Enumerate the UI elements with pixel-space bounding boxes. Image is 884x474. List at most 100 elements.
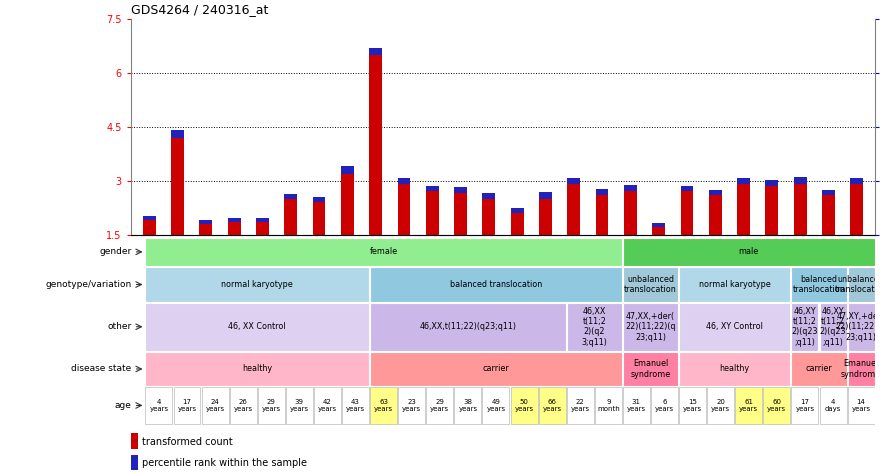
Bar bbox=[679, 303, 790, 351]
Bar bbox=[398, 387, 425, 424]
Bar bbox=[709, 195, 721, 235]
Text: 47,XX,+der(
22)(11;22)(q
23;q11): 47,XX,+der( 22)(11;22)(q 23;q11) bbox=[625, 312, 675, 342]
Bar bbox=[848, 352, 874, 386]
Bar bbox=[313, 197, 325, 202]
Bar bbox=[624, 191, 636, 235]
Bar bbox=[314, 387, 341, 424]
Bar bbox=[426, 186, 438, 191]
Bar bbox=[652, 228, 665, 235]
Bar bbox=[483, 199, 495, 235]
Text: 29
years: 29 years bbox=[431, 399, 449, 412]
Bar bbox=[511, 208, 523, 213]
Text: 46, XX Control: 46, XX Control bbox=[228, 322, 286, 331]
Text: 63
years: 63 years bbox=[374, 399, 393, 412]
Text: 17
years: 17 years bbox=[796, 399, 814, 412]
Text: Emanuel
syndrome: Emanuel syndrome bbox=[630, 359, 671, 379]
Text: balanced
translocation: balanced translocation bbox=[793, 275, 845, 294]
Text: 47,XY,+der(
22)(11;22)(q
23;q11): 47,XY,+der( 22)(11;22)(q 23;q11) bbox=[836, 312, 884, 342]
Bar bbox=[623, 352, 678, 386]
Text: 15
years: 15 years bbox=[683, 399, 702, 412]
Text: 17
years: 17 years bbox=[178, 399, 196, 412]
Bar bbox=[200, 219, 212, 224]
Bar bbox=[567, 387, 594, 424]
Bar bbox=[511, 387, 537, 424]
Bar bbox=[146, 352, 369, 386]
Text: 14
years: 14 years bbox=[851, 399, 871, 412]
Bar bbox=[483, 387, 509, 424]
Bar bbox=[794, 184, 806, 235]
Text: 42
years: 42 years bbox=[318, 399, 337, 412]
Bar bbox=[791, 303, 819, 351]
Bar bbox=[370, 387, 397, 424]
Bar bbox=[454, 187, 467, 193]
Text: 23
years: 23 years bbox=[402, 399, 422, 412]
Bar bbox=[679, 352, 790, 386]
Text: genotype/variation: genotype/variation bbox=[45, 280, 132, 289]
Text: 43
years: 43 years bbox=[346, 399, 365, 412]
Text: 46, XY Control: 46, XY Control bbox=[706, 322, 763, 331]
Bar bbox=[483, 193, 495, 199]
Text: 22
years: 22 years bbox=[571, 399, 590, 412]
Bar bbox=[228, 222, 240, 235]
Bar bbox=[143, 216, 156, 220]
Text: 50
years: 50 years bbox=[514, 399, 534, 412]
Text: healthy: healthy bbox=[720, 365, 750, 374]
Bar bbox=[679, 387, 706, 424]
Bar bbox=[623, 387, 650, 424]
Bar bbox=[370, 55, 382, 235]
Bar bbox=[709, 190, 721, 195]
Bar bbox=[286, 387, 313, 424]
Bar bbox=[707, 387, 734, 424]
Bar bbox=[258, 387, 285, 424]
Bar bbox=[454, 193, 467, 235]
Bar bbox=[822, 190, 834, 195]
Bar bbox=[624, 185, 636, 191]
Text: 66
years: 66 years bbox=[543, 399, 561, 412]
Text: normal karyotype: normal karyotype bbox=[699, 280, 771, 289]
Bar bbox=[538, 387, 566, 424]
Text: 39
years: 39 years bbox=[290, 399, 309, 412]
Bar bbox=[146, 303, 369, 351]
Bar bbox=[398, 184, 410, 235]
Text: GDS4264 / 240316_at: GDS4264 / 240316_at bbox=[131, 3, 268, 17]
Text: 61
years: 61 years bbox=[739, 399, 758, 412]
Bar bbox=[794, 177, 806, 184]
Bar bbox=[596, 189, 608, 195]
Bar bbox=[850, 184, 863, 235]
Bar bbox=[539, 199, 552, 235]
Text: 24
years: 24 years bbox=[206, 399, 225, 412]
Bar bbox=[595, 387, 621, 424]
Bar bbox=[285, 199, 297, 235]
Text: 4
days: 4 days bbox=[825, 399, 842, 412]
Bar bbox=[735, 387, 762, 424]
Bar bbox=[737, 178, 750, 184]
Bar bbox=[370, 267, 621, 301]
Bar bbox=[623, 237, 874, 266]
Text: 46,XX
t(11;2
2)(q2
3;q11): 46,XX t(11;2 2)(q2 3;q11) bbox=[582, 307, 607, 347]
Bar bbox=[539, 192, 552, 199]
Bar bbox=[623, 303, 678, 351]
Bar bbox=[791, 352, 847, 386]
Bar bbox=[146, 237, 621, 266]
Bar bbox=[822, 195, 834, 235]
Text: percentile rank within the sample: percentile rank within the sample bbox=[142, 458, 307, 468]
Bar bbox=[737, 184, 750, 235]
Text: healthy: healthy bbox=[242, 365, 272, 374]
Text: Emanuel
syndrome: Emanuel syndrome bbox=[841, 359, 881, 379]
Bar bbox=[848, 387, 874, 424]
Bar bbox=[143, 220, 156, 235]
Bar bbox=[171, 130, 184, 137]
Bar bbox=[146, 387, 172, 424]
Bar bbox=[426, 191, 438, 235]
Text: other: other bbox=[108, 322, 132, 331]
Bar bbox=[681, 186, 693, 191]
Bar bbox=[850, 178, 863, 184]
Bar bbox=[764, 387, 790, 424]
Bar bbox=[230, 387, 256, 424]
Bar bbox=[766, 186, 778, 235]
Text: unbalanced
translocation: unbalanced translocation bbox=[834, 275, 884, 294]
Text: carrier: carrier bbox=[483, 365, 509, 374]
Bar bbox=[511, 213, 523, 235]
Bar bbox=[370, 352, 621, 386]
Bar bbox=[766, 180, 778, 186]
